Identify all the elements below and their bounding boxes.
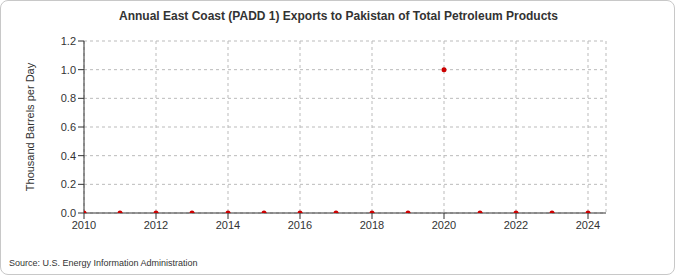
svg-text:1.0: 1.0	[61, 64, 76, 76]
svg-text:2018: 2018	[360, 219, 384, 231]
svg-text:2024: 2024	[576, 219, 600, 231]
html-text:Source: U.S. Energy Informatio: Source: U.S. Energy Information Administ…	[9, 258, 198, 268]
html-text:Annual East Coast (PADD 1) Exp: Annual East Coast (PADD 1) Exports to Pa…	[119, 9, 558, 23]
svg-text:2016: 2016	[288, 219, 312, 231]
svg-text:0.4: 0.4	[61, 150, 76, 162]
svg-text:Thousand Barrels per Day: Thousand Barrels per Day	[24, 62, 36, 191]
svg-text:0.2: 0.2	[61, 178, 76, 190]
svg-text:2022: 2022	[504, 219, 528, 231]
svg-text:0.6: 0.6	[61, 121, 76, 133]
svg-text:0.0: 0.0	[61, 207, 76, 219]
svg-text:1.2: 1.2	[61, 35, 76, 47]
svg-text:2010: 2010	[72, 219, 96, 231]
svg-text:2020: 2020	[432, 219, 456, 231]
svg-text:2012: 2012	[144, 219, 168, 231]
svg-text:2014: 2014	[216, 219, 240, 231]
svg-text:0.8: 0.8	[61, 92, 76, 104]
